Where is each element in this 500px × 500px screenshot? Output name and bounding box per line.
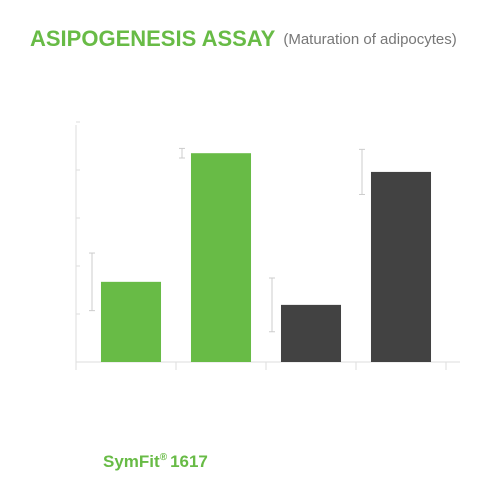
x-axis-ticks [175,362,447,370]
chart-title: ASIPOGENESIS ASSAY (Maturation of adipocy… [30,26,457,51]
chart-title: ASIPOGENESIS ASSAY [30,26,276,51]
chart-subtitle: (Maturation of adipocytes) [283,31,456,48]
bar [370,171,432,362]
bar [100,281,162,362]
footer-mark: ® [160,452,168,463]
footer-model: 1617 [170,452,208,471]
bar [280,304,342,362]
footer-label: SymFit® 1617 [103,452,208,472]
bar [190,153,252,362]
footer-brand: SymFit [103,452,160,471]
